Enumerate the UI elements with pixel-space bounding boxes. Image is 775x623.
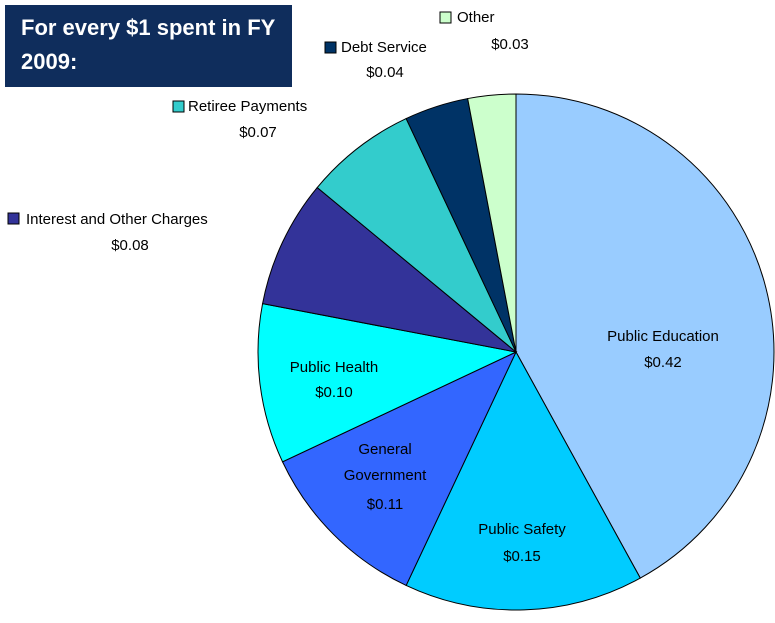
slice-label: Interest and Other Charges bbox=[26, 211, 208, 228]
legend-swatch bbox=[324, 41, 337, 54]
slice-label: Public Safety bbox=[478, 521, 566, 538]
pie-slice bbox=[405, 350, 641, 611]
value-label: $0.08 bbox=[111, 237, 149, 254]
value-label: $0.10 bbox=[315, 384, 353, 401]
legend-swatch bbox=[439, 11, 452, 24]
pie-slice bbox=[261, 186, 517, 353]
value-label: $0.03 bbox=[491, 36, 529, 53]
legend-swatch bbox=[7, 212, 20, 225]
pie-slice bbox=[316, 117, 517, 353]
slice-label: Debt Service bbox=[341, 39, 427, 56]
value-label: $0.07 bbox=[239, 124, 277, 141]
legend-swatch bbox=[172, 100, 185, 113]
slice-label: Retiree Payments bbox=[188, 98, 307, 115]
slice-label: Other bbox=[457, 9, 495, 26]
value-label: $0.15 bbox=[503, 548, 541, 565]
slice-label: General Government bbox=[343, 441, 427, 484]
value-label: $0.42 bbox=[644, 354, 682, 371]
pie-slice bbox=[467, 93, 517, 353]
slice-label-box: General Government bbox=[343, 441, 427, 484]
pie-slice bbox=[257, 303, 518, 463]
slice-label: Public Health bbox=[290, 359, 378, 376]
slice-label: Public Education bbox=[607, 328, 719, 345]
value-label: $0.04 bbox=[366, 64, 404, 81]
value-label: $0.11 bbox=[367, 496, 403, 513]
pie-slice bbox=[515, 93, 775, 579]
chart-title: For every $1 spent in FY 2009: bbox=[5, 5, 292, 87]
pie-slice bbox=[281, 350, 518, 587]
